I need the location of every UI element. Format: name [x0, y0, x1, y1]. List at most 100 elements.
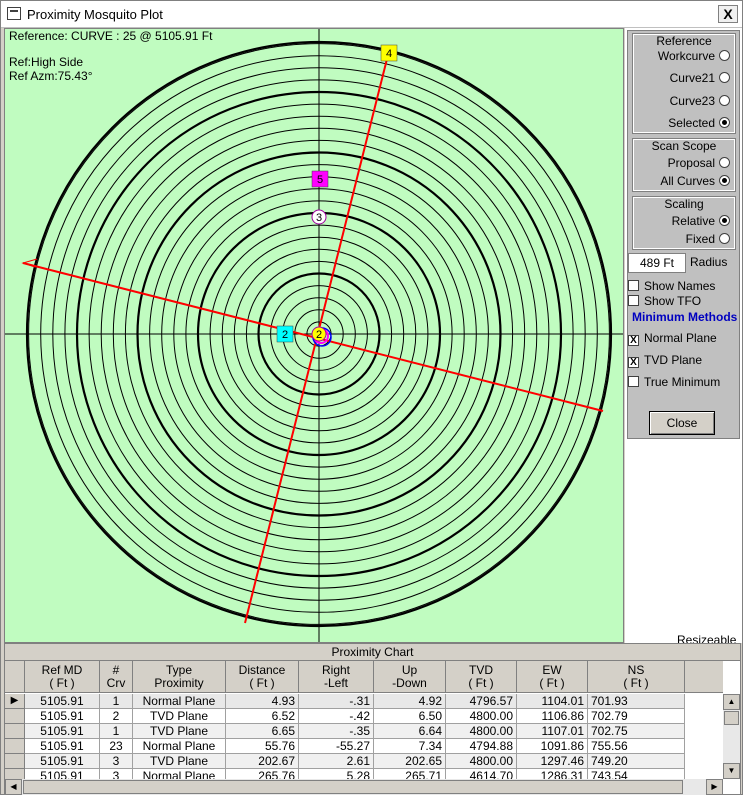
column-header[interactable]: NS( Ft ): [588, 661, 685, 693]
row-selector[interactable]: [5, 724, 25, 739]
vertical-scrollbar[interactable]: ▲ ▼: [723, 694, 740, 779]
radio-curve21[interactable]: Curve21: [670, 71, 730, 85]
table-cell[interactable]: 4.93: [226, 694, 299, 709]
table-cell[interactable]: TVD Plane: [133, 724, 226, 739]
window-close-button[interactable]: X: [718, 5, 738, 23]
table-cell[interactable]: 6.64: [374, 724, 446, 739]
table-cell[interactable]: 6.50: [374, 709, 446, 724]
true-minimum-box[interactable]: [628, 376, 639, 387]
table-cell[interactable]: 23: [100, 739, 133, 754]
table-cell[interactable]: 5105.91: [25, 754, 100, 769]
table-cell[interactable]: 6.65: [226, 724, 299, 739]
column-header[interactable]: Up -Down: [374, 661, 446, 693]
row-selector[interactable]: [5, 709, 25, 724]
table-cell[interactable]: TVD Plane: [133, 754, 226, 769]
table-cell[interactable]: 4800.00: [446, 724, 517, 739]
column-header[interactable]: Distance( Ft ): [226, 661, 299, 693]
table-cell[interactable]: Normal Plane: [133, 694, 226, 709]
table-cell[interactable]: 202.65: [374, 754, 446, 769]
table-cell[interactable]: 5105.91: [25, 724, 100, 739]
horizontal-scroll-thumb[interactable]: [23, 780, 683, 794]
row-selector[interactable]: ▶: [5, 694, 25, 709]
table-cell[interactable]: 5105.91: [25, 694, 100, 709]
radio-selected-circle[interactable]: [719, 117, 730, 128]
table-cell[interactable]: 1091.86: [517, 739, 588, 754]
show-tfo-box[interactable]: [628, 295, 639, 306]
table-cell[interactable]: 55.76: [226, 739, 299, 754]
radio-all-curves-circle[interactable]: [719, 175, 730, 186]
radio-curve21-circle[interactable]: [719, 72, 730, 83]
table-cell[interactable]: 755.56: [588, 739, 685, 754]
column-header[interactable]: Right -Left: [299, 661, 374, 693]
table-cell[interactable]: 7.34: [374, 739, 446, 754]
column-header[interactable]: Ref MD( Ft ): [25, 661, 100, 693]
show-names-box[interactable]: [628, 280, 639, 291]
table-cell[interactable]: 5105.91: [25, 709, 100, 724]
table-cell[interactable]: 4800.00: [446, 709, 517, 724]
table-cell[interactable]: -.35: [299, 724, 374, 739]
table-cell[interactable]: 202.67: [226, 754, 299, 769]
table-cell[interactable]: 749.20: [588, 754, 685, 769]
horizontal-scrollbar[interactable]: ◀ ▶: [5, 779, 723, 795]
show-tfo-checkbox[interactable]: Show TFO: [628, 294, 701, 308]
radio-workcurve-circle[interactable]: [719, 50, 730, 61]
mosquito-plot[interactable]: 4 5 3 2 2 Reference: CURVE : 25 @ 5105.91 Ft…: [4, 28, 624, 643]
normal-plane-box[interactable]: X: [628, 335, 639, 346]
scroll-up-button[interactable]: ▲: [723, 694, 740, 710]
table-cell[interactable]: 4796.57: [446, 694, 517, 709]
column-header-text: Ref MD: [41, 663, 83, 677]
tvd-plane-box[interactable]: X: [628, 357, 639, 368]
table-cell[interactable]: -55.27: [299, 739, 374, 754]
table-cell[interactable]: 4800.00: [446, 754, 517, 769]
table-cell[interactable]: 702.75: [588, 724, 685, 739]
radio-proposal[interactable]: Proposal: [668, 156, 730, 170]
table-cell[interactable]: 6.52: [226, 709, 299, 724]
vertical-scroll-thumb[interactable]: [724, 711, 739, 725]
table-cell[interactable]: 2.61: [299, 754, 374, 769]
row-selector[interactable]: [5, 754, 25, 769]
column-header[interactable]: Type Proximity: [133, 661, 226, 693]
true-minimum-checkbox[interactable]: True Minimum: [628, 375, 720, 389]
table-cell[interactable]: 702.79: [588, 709, 685, 724]
tvd-plane-checkbox[interactable]: X TVD Plane: [628, 353, 702, 368]
table-cell[interactable]: 3: [100, 754, 133, 769]
table-cell[interactable]: 2: [100, 709, 133, 724]
radio-workcurve[interactable]: Workcurve: [658, 49, 730, 63]
table-cell[interactable]: 4794.88: [446, 739, 517, 754]
reference-label: Reference: CURVE : 25 @ 5105.91 Ft: [9, 29, 213, 43]
radio-all-curves[interactable]: All Curves: [660, 174, 730, 188]
scroll-down-button[interactable]: ▼: [723, 763, 740, 779]
close-button[interactable]: Close: [649, 411, 715, 435]
table-cell[interactable]: 1: [100, 694, 133, 709]
column-header-text: -Left: [323, 676, 348, 690]
table-cell[interactable]: TVD Plane: [133, 709, 226, 724]
table-cell[interactable]: 701.93: [588, 694, 685, 709]
table-cell[interactable]: Normal Plane: [133, 739, 226, 754]
radio-fixed-circle[interactable]: [719, 233, 730, 244]
column-header[interactable]: # Crv: [100, 661, 133, 693]
table-cell[interactable]: 1106.86: [517, 709, 588, 724]
table-cell[interactable]: -.31: [299, 694, 374, 709]
radio-proposal-circle[interactable]: [719, 157, 730, 168]
radio-relative[interactable]: Relative: [672, 214, 730, 228]
normal-plane-checkbox[interactable]: X Normal Plane: [628, 331, 717, 346]
table-cell[interactable]: -.42: [299, 709, 374, 724]
radio-selected[interactable]: Selected: [668, 116, 730, 130]
column-header[interactable]: TVD( Ft ): [446, 661, 517, 693]
table-cell[interactable]: 1: [100, 724, 133, 739]
show-names-checkbox[interactable]: Show Names: [628, 279, 715, 293]
radio-relative-circle[interactable]: [719, 215, 730, 226]
scroll-right-button[interactable]: ▶: [706, 779, 723, 795]
scroll-left-button[interactable]: ◀: [5, 779, 22, 795]
radio-fixed[interactable]: Fixed: [686, 232, 730, 246]
table-cell[interactable]: 5105.91: [25, 739, 100, 754]
table-cell[interactable]: 1104.01: [517, 694, 588, 709]
table-cell[interactable]: 4.92: [374, 694, 446, 709]
radio-curve23-circle[interactable]: [719, 95, 730, 106]
radio-curve23[interactable]: Curve23: [670, 94, 730, 108]
radius-input[interactable]: 489 Ft: [628, 253, 686, 273]
table-cell[interactable]: 1297.46: [517, 754, 588, 769]
row-selector[interactable]: [5, 739, 25, 754]
column-header[interactable]: EW( Ft ): [517, 661, 588, 693]
table-cell[interactable]: 1107.01: [517, 724, 588, 739]
